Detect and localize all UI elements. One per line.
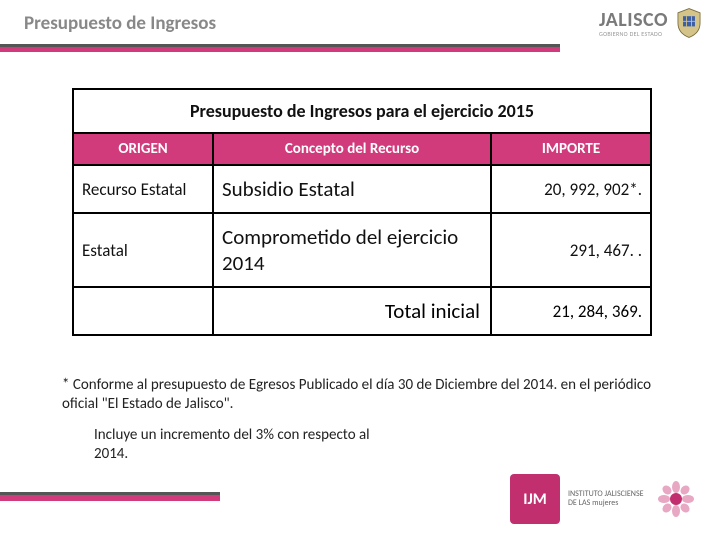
cell-concepto: Subsidio Estatal bbox=[214, 166, 492, 212]
header-rule-pink bbox=[0, 47, 560, 52]
footnote-asterisk: * Conforme al presupuesto de Egresos Pub… bbox=[62, 376, 652, 414]
table-row: Estatal Comprometido del ejercicio 2014 … bbox=[74, 212, 650, 286]
shield-icon bbox=[672, 6, 706, 40]
table-header-row: ORIGEN Concepto del Recurso IMPORTE bbox=[74, 134, 650, 164]
flower-icon bbox=[656, 479, 696, 519]
footnote-increment: Incluye un incremento del 3% con respect… bbox=[94, 426, 394, 464]
cell-origen: Recurso Estatal bbox=[74, 166, 214, 212]
ijm-logo: IJM INSTITUTO JALISCIENSE DE LAS mujeres bbox=[510, 474, 696, 524]
table-title: Presupuesto de Ingresos para el ejercici… bbox=[74, 90, 650, 134]
table-total-row: Total inicial 21, 284, 369. bbox=[74, 286, 650, 334]
page-title: Presupuesto de Ingresos bbox=[24, 12, 216, 35]
total-value: 21, 284, 369. bbox=[492, 288, 650, 334]
budget-table: Presupuesto de Ingresos para el ejercici… bbox=[72, 88, 652, 336]
brand-text: JALISCO bbox=[599, 8, 668, 32]
col-header-importe: IMPORTE bbox=[492, 134, 650, 164]
brand-subtext: GOBIERNO DEL ESTADO bbox=[599, 30, 668, 38]
cell-origen: Estatal bbox=[74, 214, 214, 286]
col-header-concepto: Concepto del Recurso bbox=[214, 134, 492, 164]
brand-logo-top: JALISCO GOBIERNO DEL ESTADO bbox=[599, 6, 706, 40]
ijm-badge: IJM bbox=[510, 474, 560, 524]
ijm-text: INSTITUTO JALISCIENSE DE LAS mujeres bbox=[568, 490, 648, 508]
total-spacer bbox=[74, 288, 214, 334]
cell-concepto: Comprometido del ejercicio 2014 bbox=[214, 214, 492, 286]
table-row: Recurso Estatal Subsidio Estatal 20, 992… bbox=[74, 164, 650, 212]
footer-rule-pink bbox=[0, 495, 220, 501]
total-label: Total inicial bbox=[214, 288, 492, 334]
cell-importe: 291, 467. . bbox=[492, 214, 650, 286]
cell-importe: 20, 992, 902*. bbox=[492, 166, 650, 212]
ijm-badge-text: IJM bbox=[523, 490, 547, 509]
col-header-origen: ORIGEN bbox=[74, 134, 214, 164]
